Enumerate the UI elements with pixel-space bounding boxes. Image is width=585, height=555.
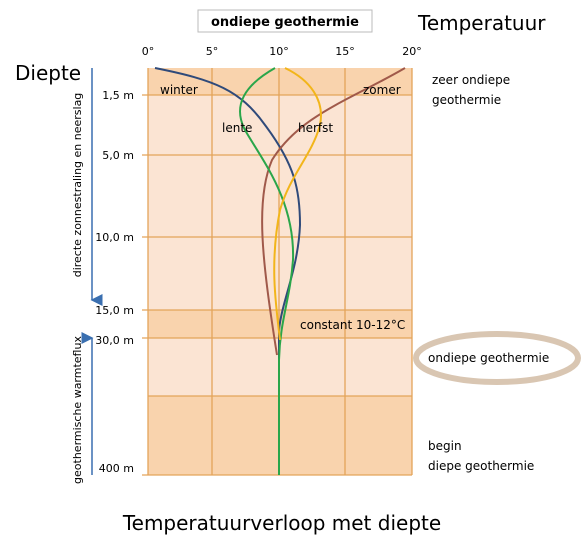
curves (154, 67, 406, 475)
zone-label: begin (428, 439, 462, 453)
tick-label: 5,0 m (102, 149, 134, 162)
curve-label: winter (160, 83, 198, 97)
band (148, 95, 412, 310)
autumn-curve (273, 67, 322, 341)
tick-label: 0° (142, 45, 155, 58)
grid (142, 68, 413, 476)
x-axis-title: Temperatuur (417, 11, 546, 35)
tick-label: 10° (269, 45, 289, 58)
highlight-ellipse (413, 331, 581, 385)
tick-label: 30,0 m (95, 334, 134, 347)
y-axis-title: Diepte (15, 61, 81, 85)
curve-label: lente (222, 121, 252, 135)
zone-label: diepe geothermie (428, 459, 534, 473)
title-box (197, 9, 373, 33)
footer: Temperatuurverloop met diepte (122, 511, 441, 535)
depth-ticks: 1,5 m 5,0 m 10,0 m 15,0 m 30,0 m 400 m (95, 89, 134, 475)
band (148, 68, 412, 95)
side-label: geothermische warmteflux (71, 336, 84, 484)
tick-label: 5° (206, 45, 219, 58)
tick-label: 15,0 m (95, 304, 134, 317)
tick-label: 20° (402, 45, 422, 58)
curve-label: herfst (298, 121, 333, 135)
tick-label: 1,5 m (102, 89, 134, 102)
tick-label: 10,0 m (95, 231, 134, 244)
curve-label: constant 10-12°C (300, 318, 405, 332)
tick-label: 15° (335, 45, 355, 58)
zone-label: zeer ondiepe (432, 73, 510, 87)
tick-label: 400 m (99, 462, 134, 475)
side-label: directe zonnestraling en neerslag (71, 93, 84, 278)
spring-curve (239, 67, 295, 475)
curve-label: zomer (363, 83, 401, 97)
zone-label: geothermie (432, 93, 501, 107)
summer-curve (261, 67, 406, 356)
zone-label: ondiepe geothermie (428, 351, 549, 365)
title: ondiepe geothermie (211, 15, 359, 30)
temperature-ticks: 0° 5° 10° 15° 20° (142, 45, 422, 58)
